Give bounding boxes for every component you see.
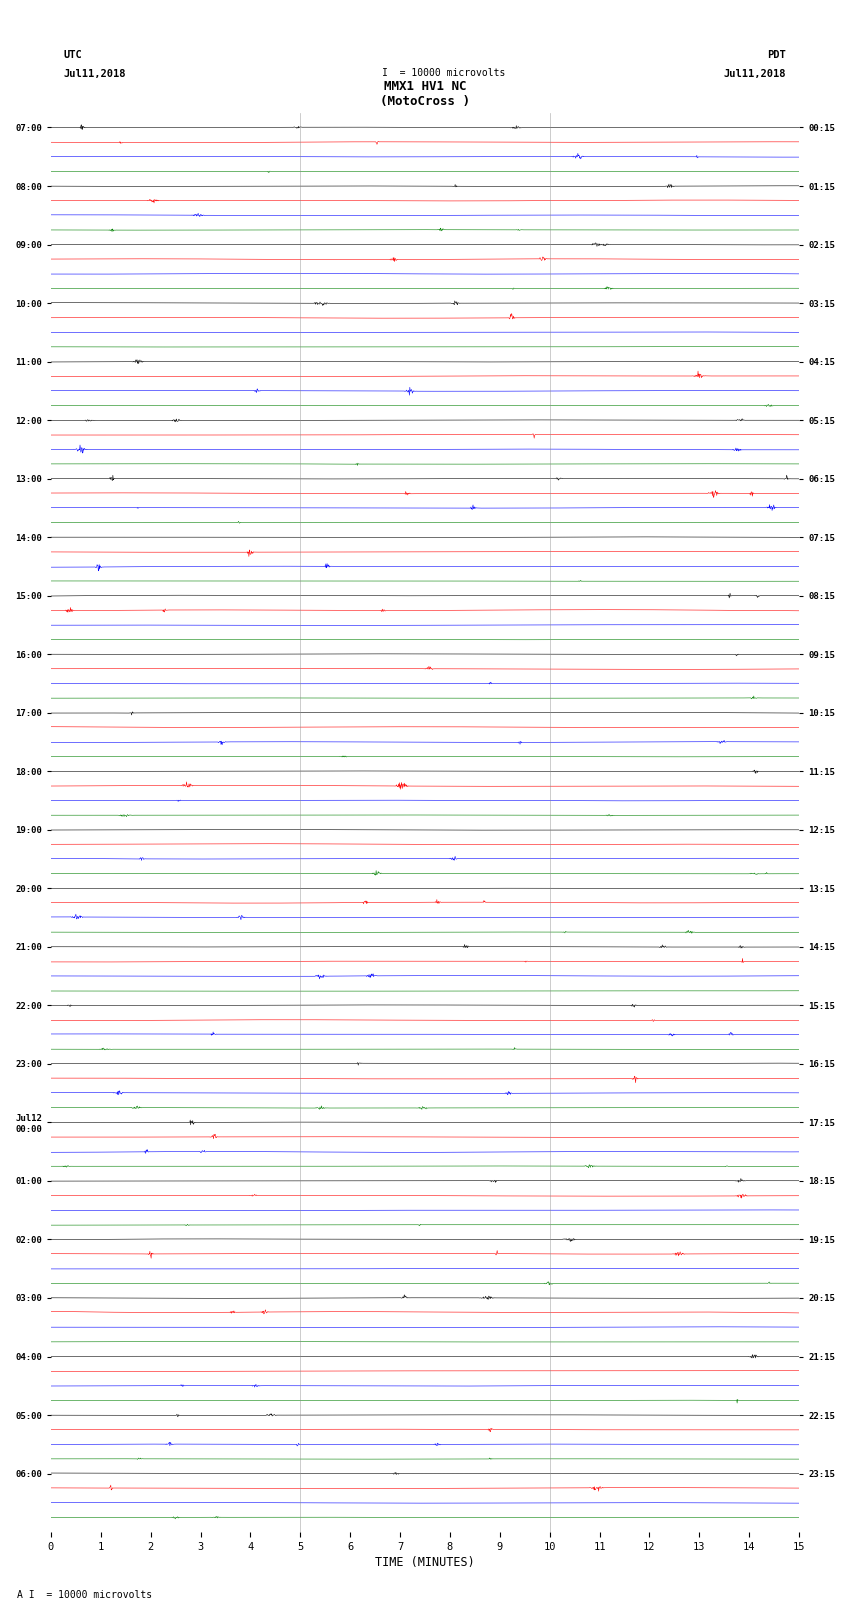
Text: I  = 10000 microvolts: I = 10000 microvolts	[382, 68, 506, 77]
X-axis label: TIME (MINUTES): TIME (MINUTES)	[375, 1557, 475, 1569]
Text: UTC: UTC	[64, 50, 82, 60]
Text: Jul11,2018: Jul11,2018	[723, 69, 786, 79]
Title: MMX1 HV1 NC
(MotoCross ): MMX1 HV1 NC (MotoCross )	[380, 79, 470, 108]
Text: Jul11,2018: Jul11,2018	[64, 69, 127, 79]
Text: PDT: PDT	[768, 50, 786, 60]
Text: A I  = 10000 microvolts: A I = 10000 microvolts	[17, 1590, 152, 1600]
